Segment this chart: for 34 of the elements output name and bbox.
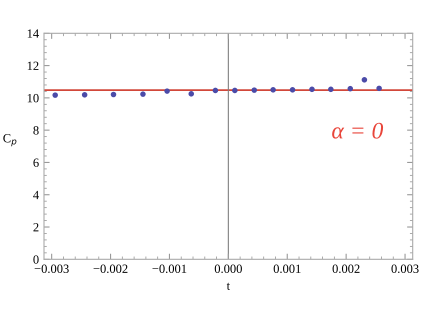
y-tick-label: 14 [28,29,39,38]
y-tick-label: 10 [28,94,39,102]
y-tick-label: 8 [33,126,39,135]
x-tick-label: −0.001 [152,264,186,274]
point [290,87,296,93]
point [309,86,315,92]
y-tick-label: 0 [33,255,39,264]
x-tick-label: −0.002 [94,264,128,274]
y-tick-label: 6 [33,158,39,167]
y-axis-title: C$_{p}$ [3,134,16,146]
point [164,88,170,94]
point [140,91,146,97]
point [270,87,276,93]
y-tick-label: 12 [28,62,38,70]
point [376,86,382,92]
y-tick-label: 4 [33,190,39,200]
y-tick-label: 2 [33,223,38,232]
point [82,92,88,98]
point [212,88,218,94]
x-tick-label: −0.003 [34,264,69,274]
x-tick-label: 0.002 [332,264,360,274]
point [362,77,368,83]
annotation: α = 0 [332,122,384,139]
x-tick-label: 0.001 [274,264,301,274]
x-tick-label: 0.003 [391,264,419,274]
point [232,88,238,94]
point [347,86,354,92]
point [328,86,334,92]
point [52,92,58,98]
x-tick-label: 0.000 [214,264,242,274]
point [110,92,116,98]
point [188,91,194,97]
x-axis-title: t [226,282,230,290]
point [251,87,258,93]
